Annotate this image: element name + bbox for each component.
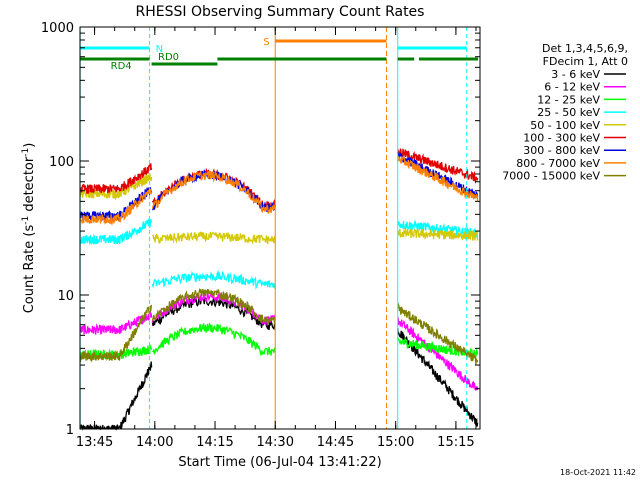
legend-label: 25 - 50 keV xyxy=(537,106,600,119)
series-line-12-25--seg2 xyxy=(397,336,479,359)
chart-title: RHESSI Observing Summary Count Rates xyxy=(136,4,425,20)
series-line-7000-15000--seg0 xyxy=(79,304,153,363)
flag-label-s: S xyxy=(263,37,269,48)
legend-label: 6 - 12 keV xyxy=(544,81,600,94)
series-line-25-50--seg1 xyxy=(151,269,276,290)
x-tick-label: 14:00 xyxy=(136,435,173,450)
axis-layer: 13:45 14:00 14:15 14:30 14:45 15:00 15:15 1 10 10… xyxy=(41,21,480,450)
legend-header-line-1: Det 1,3,4,5,6,9, xyxy=(542,42,628,55)
footer-date: 18-Oct-2021 11:42 xyxy=(560,468,636,477)
legend-label: 7000 - 15000 keV xyxy=(502,170,600,183)
x-tick-label: 15:00 xyxy=(377,435,414,450)
series-line-3-6--seg0 xyxy=(79,361,153,431)
legend-label: 300 - 800 keV xyxy=(523,144,600,157)
legend-label: 3 - 6 keV xyxy=(551,68,600,81)
legend: Det 1,3,4,5,6,9, FDecim 1, Att 0 3 - 6 k… xyxy=(502,42,628,183)
series-line-100-300--seg0 xyxy=(79,163,153,194)
legend-label: 100 - 300 keV xyxy=(523,132,600,145)
x-tick-label: 13:45 xyxy=(76,435,113,450)
series-line-6-12--seg2 xyxy=(397,317,479,392)
series-line-7000-15000--seg1 xyxy=(151,287,276,326)
x-tick-label: 14:15 xyxy=(196,435,233,450)
plot-frame xyxy=(79,26,481,430)
y-tick-label: 1000 xyxy=(41,21,74,36)
legend-label: 12 - 25 keV xyxy=(537,93,600,106)
series-line-800-7000--seg0 xyxy=(79,188,153,226)
series-line-50-100--seg1 xyxy=(151,231,276,246)
series-layer xyxy=(79,147,479,431)
flag-label-rd4: RD4 xyxy=(111,61,132,72)
series-line-7000-15000--seg2 xyxy=(397,302,479,365)
y-tick-label: 10 xyxy=(57,289,74,304)
flag-label-rd0: RD0 xyxy=(158,52,179,63)
y-axis-label: Count Rate (s-1 detector-1) xyxy=(21,143,37,314)
series-line-25-50--seg0 xyxy=(79,218,153,246)
series-line-800-7000--seg2 xyxy=(397,155,479,202)
y-tick-label: 1 xyxy=(66,423,74,438)
flag-label-n: N xyxy=(156,44,163,55)
series-line-50-100--seg2 xyxy=(397,226,479,241)
x-tick-label: 14:45 xyxy=(317,435,354,450)
legend-header-line-2: FDecim 1, Att 0 xyxy=(543,55,628,68)
legend-label: 800 - 7000 keV xyxy=(516,157,600,170)
y-tick-label: 100 xyxy=(49,155,74,170)
series-line-800-7000--seg1 xyxy=(151,170,276,214)
x-tick-label: 15:15 xyxy=(437,435,474,450)
series-line-12-25--seg1 xyxy=(152,322,276,357)
x-tick-label: 14:30 xyxy=(257,435,294,450)
x-axis-label: Start Time (06-Jul-04 13:41:22) xyxy=(178,455,381,470)
legend-label: 50 - 100 keV xyxy=(530,119,600,132)
